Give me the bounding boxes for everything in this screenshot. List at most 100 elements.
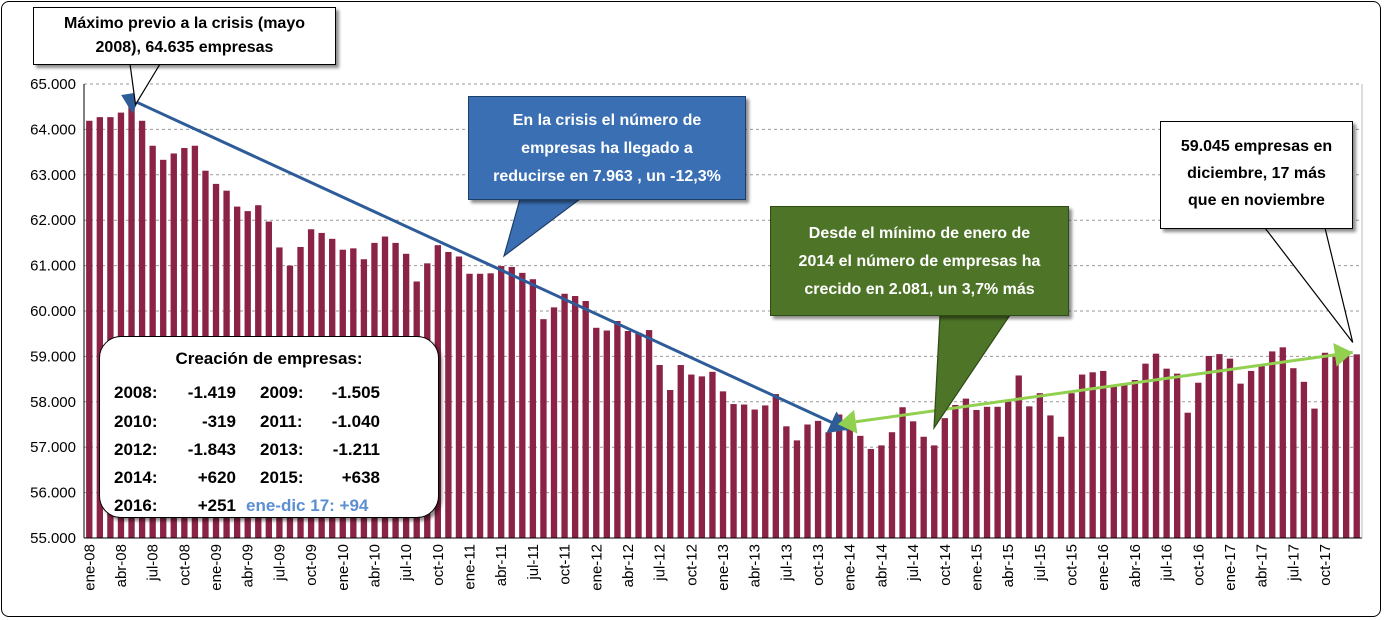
crisis-callout-line2: empresas ha llegado a (521, 140, 693, 157)
bar (593, 327, 600, 538)
bar (1216, 354, 1223, 538)
bar (1152, 353, 1160, 538)
x-tick-label: abr-14 (873, 544, 890, 587)
bar (624, 330, 632, 538)
y-tick-label: 57.000 (30, 439, 76, 456)
stats-value: -1.040 (331, 412, 380, 431)
bar (688, 374, 695, 538)
bar (117, 112, 125, 539)
crisis-callout-line3: reducirse en 7.963 , un -12,3% (493, 168, 721, 185)
bar (1342, 355, 1350, 538)
x-tick-label: ene-14 (842, 544, 859, 591)
bar (952, 404, 959, 538)
bar (836, 414, 843, 538)
recovery-callout-line2: 2014 el número de empresas ha (798, 253, 1041, 270)
x-tick-label: ene-17 (1222, 544, 1239, 591)
y-tick-label: 60.000 (30, 303, 76, 320)
x-tick-label: jul-09 (271, 544, 288, 582)
x-tick-label: jul-14 (905, 544, 922, 582)
bar (1311, 408, 1318, 538)
x-tick-label: jul-16 (1159, 544, 1176, 582)
bar (751, 409, 758, 538)
bar (1247, 370, 1255, 538)
x-tick-label: ene-16 (1095, 544, 1112, 591)
x-tick-label: abr-13 (747, 544, 764, 587)
stats-ytd: ene-dic 17: +94 (246, 496, 369, 515)
bar (96, 117, 104, 538)
x-tick-label: abr-09 (240, 544, 257, 587)
stats-year: 2013: (260, 440, 304, 459)
bar (86, 120, 93, 539)
x-tick-label: abr-16 (1127, 544, 1144, 587)
x-tick-label: oct-14 (937, 544, 954, 586)
bar (107, 117, 114, 538)
x-tick-label: ene-09 (208, 544, 225, 591)
december-callout-pointer (1263, 227, 1354, 343)
bar (1195, 382, 1202, 538)
bar (973, 409, 980, 538)
bar (1026, 406, 1033, 538)
stats-value: -1.419 (187, 383, 236, 402)
bar (1184, 412, 1191, 538)
bar (466, 273, 473, 538)
bar (1089, 372, 1096, 538)
x-tick-label: abr-12 (620, 544, 637, 587)
bar (698, 376, 706, 538)
recovery-callout: Desde el mínimo de enero de 2014 el núme… (770, 206, 1069, 316)
bar (888, 432, 896, 538)
bar (1068, 393, 1075, 538)
crisis-callout: En la crisis el número de empresas ha ll… (468, 96, 746, 200)
x-tick-label: oct-10 (430, 544, 447, 586)
stats-box: Creación de empresas: 2008: -1.419 2009:… (99, 336, 439, 518)
bar (909, 421, 917, 538)
bar (1205, 355, 1213, 538)
stats-title: Creación de empresas: (175, 349, 363, 368)
bar (656, 365, 663, 538)
bar (920, 436, 927, 538)
bar (740, 404, 748, 538)
stats-year: 2012: (114, 440, 158, 459)
x-tick-label: oct-09 (303, 544, 320, 586)
x-tick-label: jul-13 (778, 544, 795, 582)
stats-year: 2010: (114, 412, 158, 431)
crisis-callout-line1: En la crisis el número de (512, 112, 702, 129)
stats-year: 2011: (260, 412, 303, 431)
bar (793, 440, 801, 538)
december-callout-line1: 59.045 empresas en (1180, 138, 1333, 155)
bar (1100, 370, 1107, 538)
bar (983, 406, 991, 538)
x-tick-label: ene-08 (81, 544, 98, 591)
bar (941, 418, 948, 538)
stats-value: -1.505 (331, 383, 380, 402)
bar (962, 398, 970, 538)
bar (1121, 383, 1128, 538)
bar (571, 296, 579, 538)
bar (645, 330, 653, 538)
bar (772, 394, 779, 538)
bar (814, 420, 822, 538)
x-tick-label: oct-17 (1317, 544, 1334, 586)
x-tick-label: jul-11 (525, 544, 542, 581)
bar (857, 435, 864, 538)
x-tick-label: abr-15 (1000, 544, 1017, 587)
bar (1015, 375, 1022, 538)
bar (582, 301, 589, 538)
bar (1269, 351, 1276, 538)
x-tick-label: ene-10 (335, 544, 352, 591)
bar (1321, 352, 1329, 538)
bar (487, 273, 494, 538)
bar (804, 424, 811, 538)
x-tick-label: oct-11 (557, 544, 574, 585)
stats-year: 2015: (260, 468, 304, 487)
stats-year: 2016: (114, 496, 158, 515)
bar (730, 404, 737, 538)
y-tick-label: 58.000 (30, 394, 76, 411)
bar (1173, 373, 1181, 538)
bar (677, 365, 684, 538)
x-tick-label: ene-15 (968, 544, 985, 591)
bar (476, 273, 484, 538)
x-tick-label: oct-12 (683, 544, 700, 586)
bar (1300, 381, 1308, 538)
x-tick-label: oct-16 (1190, 544, 1207, 586)
